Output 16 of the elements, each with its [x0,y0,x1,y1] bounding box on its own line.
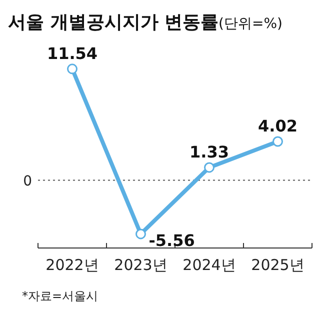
data-label: 1.33 [190,142,229,162]
x-tick-label: 2022년 [46,256,99,274]
x-tick-label: 2025년 [251,256,304,274]
point [272,136,283,147]
chart-title: 서울 개별공시지가 변동률 [8,12,219,33]
data-label: 4.02 [258,116,298,136]
x-tick-label: 2023년 [114,256,168,274]
chart-subtitle: (단위=%) [218,16,283,32]
x-tick-label: 2024년 [182,256,236,274]
point [204,162,214,173]
point [136,228,146,240]
ref-line-label: 0 [23,173,32,190]
data-label: 11.54 [46,44,98,63]
point [67,64,78,74]
text: *자료=서울시 [22,289,98,303]
data-label: -5.56 [148,230,195,250]
